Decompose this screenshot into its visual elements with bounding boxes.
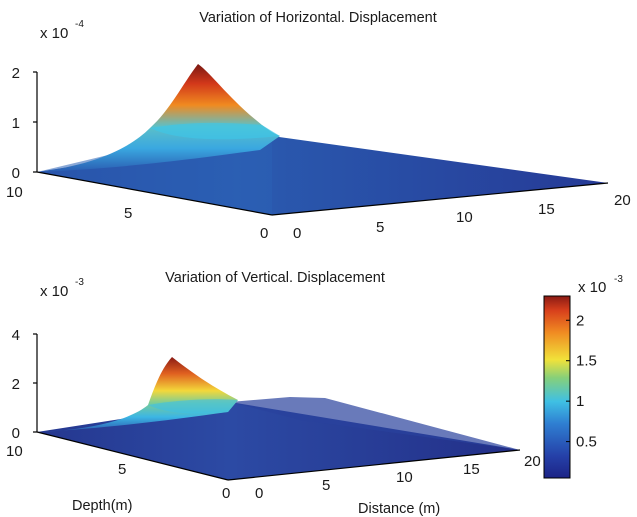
distance-tick-label: 20 [524,453,541,470]
distance-tick-label: 15 [538,201,555,218]
colorbar-exponent-label: x 10 [578,279,606,296]
distance-axis [227,449,521,481]
depth-axis [36,171,273,216]
depth-tick-label: 10 [6,443,23,460]
z-tick-label: 0 [12,425,20,442]
chart-title: Variation of Horizontal. Displacement [199,10,436,26]
surface-floor [37,402,520,480]
colorbar-exponent-sup: -3 [614,274,623,285]
depth-axis [36,431,229,481]
distance-axis [271,182,609,216]
distance-tick-label: 0 [293,225,301,242]
distance-tick-label: 10 [396,469,413,486]
vertical-displacement-plot: Variation of Vertical. Displacement x 10… [6,270,541,517]
colorbar-gradient [543,295,571,479]
distance-axis-label: Distance (m) [358,501,440,517]
distance-tick-label: 20 [614,192,631,209]
surface-ridge-glow [148,399,238,414]
depth-tick-label: 0 [222,485,230,502]
surface-back-shelf [230,397,520,450]
depth-tick-label: 5 [118,461,126,478]
z-tick-label: 1 [12,115,20,132]
z-exponent-sup: -4 [75,19,84,30]
z-exponent-sup: -3 [75,277,84,288]
depth-axis-label: Depth(m) [72,498,132,514]
colorbar-tick-label: 2 [576,312,584,329]
distance-tick-label: 5 [376,219,384,236]
depth-tick-label: 10 [6,184,23,201]
colorbar: x 10 -3 0.5 1 1.5 2 [543,274,623,479]
chart-title: Variation of Vertical. Displacement [165,270,385,286]
colorbar-tick-label: 1.5 [576,353,597,370]
distance-tick-label: 0 [255,485,263,502]
colorbar-ticks: 0.5 1 1.5 2 [566,312,597,451]
surface-ridge-glow [150,122,280,140]
z-tick-label: 0 [12,165,20,182]
z-exponent-label: x 10 [40,25,68,42]
z-tick-label: 4 [12,327,20,344]
distance-tick-label: 5 [322,477,330,494]
z-tick-label: 2 [12,65,20,82]
z-tick-label: 2 [12,376,20,393]
distance-tick-label: 15 [463,461,480,478]
surface-peak [37,64,280,172]
colorbar-tick-label: 1 [576,393,584,410]
z-exponent-label: x 10 [40,283,68,300]
colorbar-tick-label: 0.5 [576,434,597,451]
depth-tick-label: 5 [124,205,132,222]
depth-tick-label: 0 [260,225,268,242]
horizontal-displacement-plot: Variation of Horizontal. Displacement x … [6,10,631,242]
distance-tick-label: 10 [456,209,473,226]
